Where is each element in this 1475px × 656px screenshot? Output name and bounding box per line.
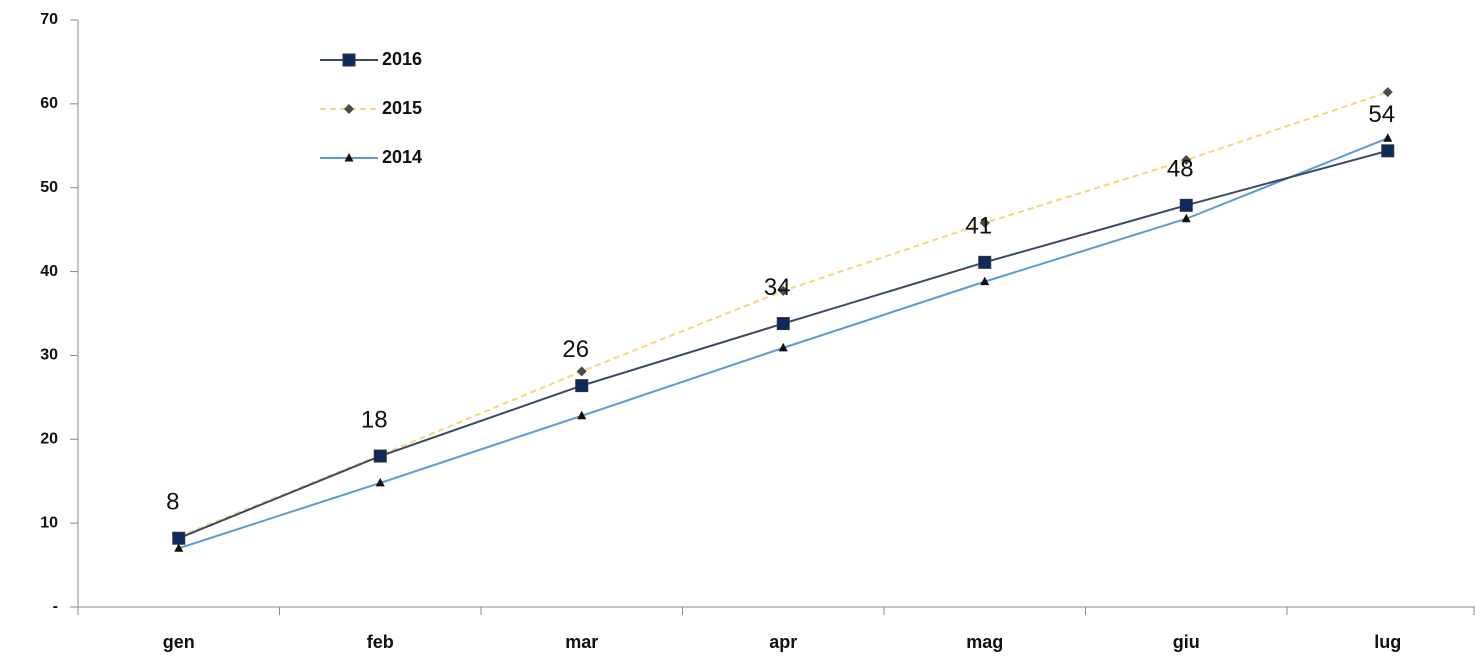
x-tick-label: mar [565,632,598,652]
x-tick-label: apr [769,632,797,652]
data-label: 41 [965,213,992,240]
data-point [172,531,186,545]
data-label: 26 [562,336,589,363]
legend-label: 2014 [382,147,422,167]
legend-marker [344,153,354,162]
data-point [778,285,789,296]
legend-marker [344,104,354,114]
y-tick-label: - [53,598,58,615]
data-point [778,342,788,352]
data-point [980,276,990,286]
data-point [1181,213,1191,223]
x-tick-label: gen [163,632,195,652]
y-tick-label: 50 [40,179,58,196]
x-tick-label: mag [966,632,1003,652]
data-label: 48 [1167,156,1194,183]
data-point [375,477,385,487]
legend-label: 2016 [382,49,422,69]
data-point [373,449,387,463]
data-point [978,255,992,269]
y-tick-label: 10 [40,514,58,531]
y-tick-label: 70 [40,11,58,28]
legend-marker [342,53,356,67]
data-point [1381,144,1395,158]
y-tick-label: 60 [40,95,58,112]
data-label: 54 [1368,101,1395,128]
x-tick-label: giu [1173,632,1200,652]
y-tick-label: 30 [40,347,58,364]
data-point [1382,87,1393,98]
data-point [575,379,589,393]
data-point [174,543,184,552]
data-point [1179,198,1193,212]
data-label: 18 [361,406,388,433]
data-point [1181,155,1192,166]
data-label: 34 [764,274,791,301]
data-point [576,366,587,377]
data-point [776,317,790,331]
y-tick-label: 20 [40,431,58,448]
data-point [1383,133,1393,142]
x-tick-label: feb [367,632,394,652]
data-point [979,217,990,228]
y-tick-label: 40 [40,263,58,280]
x-tick-label: lug [1374,632,1401,652]
legend-label: 2015 [382,98,422,118]
data-point [577,410,587,420]
data-label: 8 [166,489,179,516]
